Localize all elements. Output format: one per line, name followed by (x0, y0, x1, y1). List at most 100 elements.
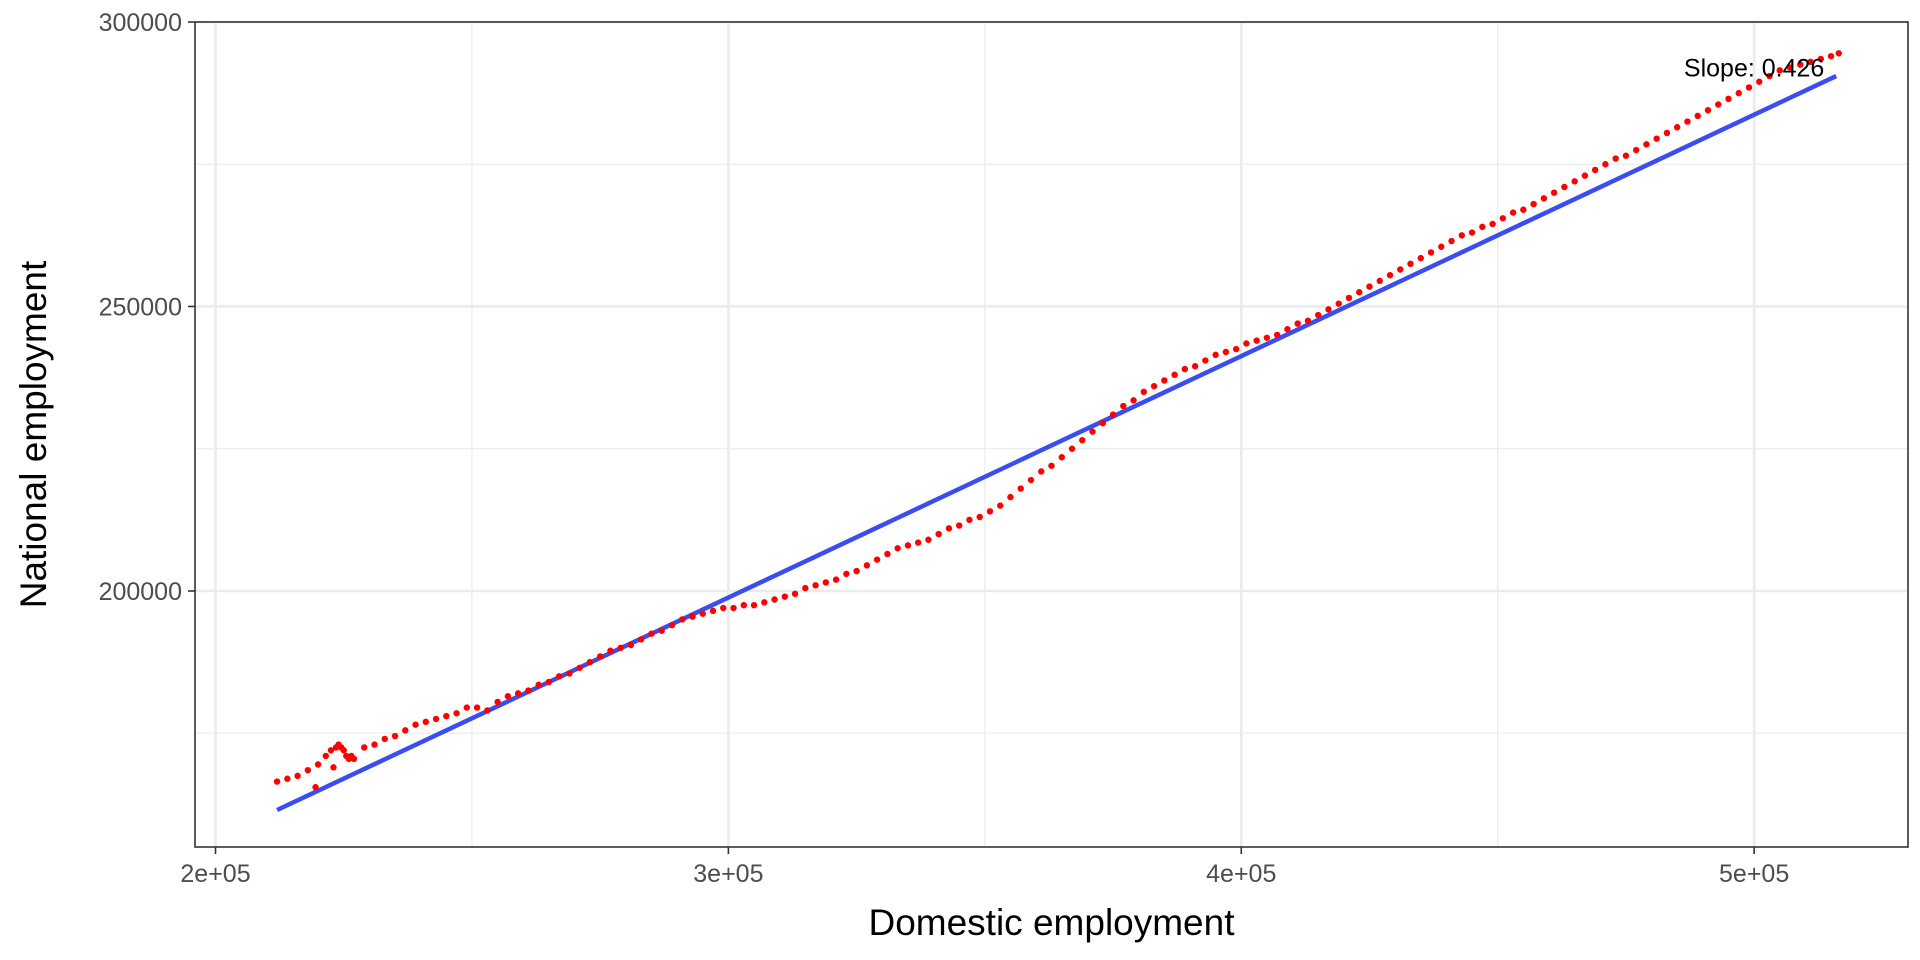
data-point (730, 604, 737, 612)
data-point (312, 784, 319, 791)
data-point (1817, 55, 1825, 63)
y-tick-label: 250000 (99, 293, 182, 321)
data-point (607, 647, 614, 654)
data-point (709, 607, 717, 615)
data-point (1068, 445, 1076, 452)
data-point (1386, 271, 1394, 279)
slope-annotation: Slope: 0.426 (1684, 55, 1824, 83)
data-point (391, 732, 399, 740)
fit-line-layer (276, 74, 1838, 813)
data-point (1038, 468, 1045, 475)
data-point (1284, 326, 1291, 333)
data-point (1417, 254, 1424, 262)
data-point (1263, 334, 1271, 341)
data-point (1561, 183, 1568, 191)
data-point (1171, 371, 1178, 378)
data-point (1325, 306, 1332, 313)
data-point (812, 582, 819, 589)
data-point (1663, 129, 1671, 137)
data-point (1766, 72, 1773, 80)
data-point (1571, 178, 1578, 185)
data-point (668, 621, 676, 629)
data-point (463, 704, 471, 711)
data-point (1694, 112, 1701, 120)
data-point (1007, 493, 1014, 501)
data-point (1181, 365, 1189, 373)
data-point (1376, 277, 1383, 285)
data-point (873, 556, 881, 563)
data-point (832, 576, 840, 583)
data-point (955, 522, 963, 529)
data-point (381, 735, 388, 743)
data-point (1448, 237, 1455, 245)
data-point (945, 525, 953, 532)
data-point (330, 764, 337, 771)
data-point (412, 721, 419, 728)
data-point (997, 502, 1004, 509)
data-point (1407, 260, 1414, 268)
data-point (514, 690, 522, 697)
data-point (1427, 249, 1435, 256)
data-point (1530, 200, 1537, 208)
data-point (504, 693, 512, 700)
data-point (1622, 152, 1630, 159)
data-point (1725, 95, 1732, 103)
grid-layer (195, 20, 1908, 847)
data-point (361, 744, 368, 751)
data-point (1550, 189, 1558, 196)
data-point (294, 772, 301, 780)
data-point (284, 775, 291, 782)
data-point (976, 513, 983, 521)
data-point (473, 704, 481, 711)
data-point (1602, 161, 1609, 168)
y-axis-title: National employment (13, 260, 54, 608)
data-point (1232, 345, 1240, 353)
data-point (453, 710, 460, 717)
data-point (1079, 436, 1086, 444)
data-point (304, 766, 312, 774)
data-point (1807, 58, 1814, 66)
data-point (525, 687, 532, 694)
data-point (658, 627, 665, 634)
data-point (1776, 67, 1783, 74)
data-point (679, 616, 686, 623)
data-point (1756, 78, 1763, 85)
data-point (1643, 141, 1650, 148)
panel-border (194, 21, 1909, 848)
data-point (586, 658, 594, 666)
data-point (422, 718, 429, 726)
data-point (350, 755, 358, 763)
data-point (1612, 155, 1619, 162)
data-point (314, 761, 322, 768)
data-point (894, 545, 901, 552)
data-point (791, 590, 799, 598)
data-point (1509, 209, 1517, 216)
data-point (402, 727, 409, 734)
data-point (1222, 348, 1230, 356)
data-point (627, 641, 635, 649)
data-point (1099, 419, 1106, 427)
data-point (1109, 411, 1117, 418)
data-point (1704, 106, 1712, 114)
data-point (443, 712, 450, 720)
x-tick-label: 4e+05 (1206, 860, 1276, 888)
data-point (1335, 300, 1342, 307)
data-point (781, 593, 789, 600)
data-point (1253, 337, 1260, 344)
data-point (1797, 61, 1804, 68)
y-tick-label: 200000 (99, 578, 182, 606)
data-point (1314, 311, 1322, 319)
data-point (1294, 320, 1301, 327)
x-tick-label: 2e+05 (180, 860, 250, 888)
data-point (1715, 101, 1722, 108)
data-point (1027, 476, 1035, 484)
data-point (1581, 172, 1589, 179)
data-point (617, 644, 624, 652)
data-point (494, 698, 501, 706)
data-point (1684, 118, 1691, 125)
data-point (1520, 206, 1527, 213)
data-point (863, 562, 871, 569)
data-point (699, 610, 706, 617)
data-point (986, 508, 994, 515)
data-point (638, 636, 645, 643)
